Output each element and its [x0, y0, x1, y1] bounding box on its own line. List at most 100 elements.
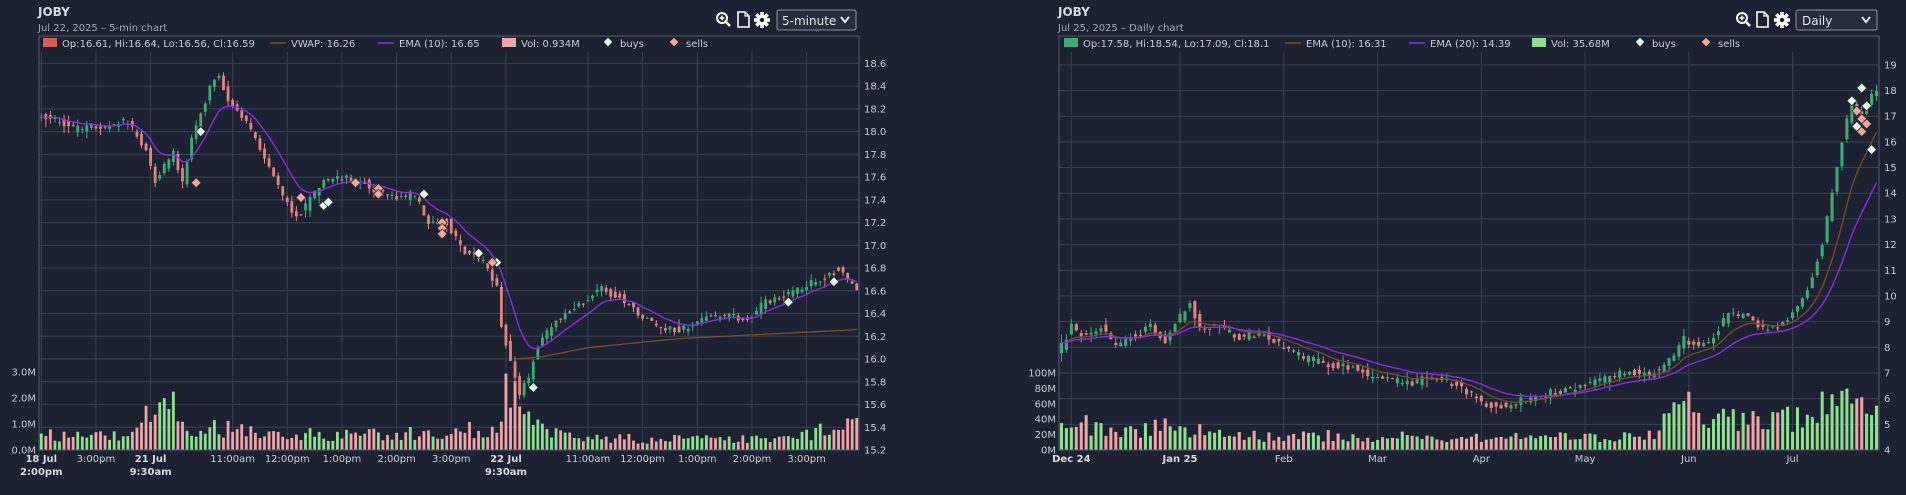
candle-body: [764, 299, 768, 309]
candle-body: [1464, 388, 1469, 395]
candle-body: [1208, 328, 1212, 330]
volume-bar: [317, 431, 321, 450]
y-tick-label: 18.0: [864, 127, 886, 138]
candle-body: [1188, 303, 1192, 309]
zoom-in-icon[interactable]: [1736, 12, 1751, 27]
volume-bar: [48, 429, 52, 450]
candle-body: [1257, 332, 1261, 336]
volume-bar: [1405, 435, 1409, 450]
candle-body: [267, 158, 271, 167]
volume-bar: [1257, 439, 1261, 450]
candle-body: [1692, 341, 1696, 345]
candle-body: [1069, 323, 1073, 335]
x-tick-label: May: [1575, 454, 1596, 465]
volume-bar: [1222, 436, 1227, 450]
volume-bar: [1148, 435, 1152, 450]
candle-body: [837, 267, 840, 271]
volume-bar: [1692, 412, 1696, 450]
volume-bar: [1786, 406, 1790, 450]
y-tick-label: 16.0: [864, 355, 886, 366]
candle-body: [263, 148, 266, 159]
candle-body: [294, 211, 298, 217]
interval-select[interactable]: Daily: [1795, 9, 1878, 31]
volume-bar: [304, 433, 307, 450]
volume-bar: [1203, 435, 1207, 450]
candle-body: [1548, 389, 1553, 398]
legend-buys-swatch: [1635, 37, 1645, 47]
document-icon[interactable]: [1756, 11, 1769, 28]
chart-subtitle: Jul 22, 2025 – 5-min chart: [37, 23, 167, 34]
legend-vwap: VWAP: 16.26: [291, 39, 355, 50]
gear-icon[interactable]: [754, 12, 770, 28]
volume-bar: [1381, 437, 1385, 450]
zoom-in-icon[interactable]: [716, 12, 731, 27]
candle-body: [1509, 405, 1513, 409]
volume-bar: [723, 440, 727, 450]
candle-body: [563, 312, 567, 320]
candle-body: [1410, 381, 1414, 386]
candle-body: [1173, 324, 1177, 332]
interval-select[interactable]: 5-minute: [776, 9, 857, 31]
volume-bar: [290, 437, 294, 450]
candle-body: [540, 337, 544, 346]
volume-bar: [764, 438, 768, 450]
volume-bar: [1415, 436, 1419, 450]
volume-bar: [249, 426, 253, 450]
volume-bar: [846, 418, 850, 450]
gear-icon[interactable]: [1774, 12, 1790, 28]
candle-body: [1776, 327, 1780, 329]
candle-body: [1504, 402, 1508, 407]
candle-body: [732, 313, 736, 316]
volume-bar: [1756, 416, 1760, 450]
volume-bar: [1563, 433, 1567, 450]
candle-body: [645, 317, 649, 319]
volume-bar: [1292, 433, 1296, 450]
volume-bar: [354, 432, 358, 450]
candle-body: [1252, 336, 1256, 338]
candle-body: [1682, 336, 1686, 349]
candle-body: [855, 283, 859, 291]
candle-body: [832, 273, 836, 276]
volume-bar: [1079, 422, 1083, 450]
candle-body: [627, 304, 631, 306]
candle-body: [1687, 340, 1691, 345]
sell-marker: [372, 182, 384, 194]
volume-bar: [436, 438, 440, 450]
candle-body: [468, 251, 471, 254]
volume-bar: [1218, 429, 1222, 450]
candle-body: [67, 120, 71, 127]
volume-bar: [1124, 427, 1128, 450]
candle-body: [1282, 347, 1286, 349]
volume-bar: [1326, 430, 1330, 450]
buy-marker: [195, 126, 207, 138]
candle-body: [1405, 380, 1409, 385]
candle-body: [1781, 321, 1785, 327]
candle-body: [604, 287, 608, 292]
volume-bar: [231, 431, 235, 450]
buy-marker: [473, 247, 485, 259]
x-tick-label: 18 Jul: [25, 454, 57, 465]
volume-bar: [673, 434, 676, 450]
y-tick-label: 15.2: [864, 446, 886, 457]
volume-bar: [1776, 412, 1780, 450]
candle-body: [1297, 351, 1301, 356]
document-icon[interactable]: [737, 11, 750, 28]
volume-bar: [686, 438, 690, 450]
volume-bar: [850, 419, 854, 450]
volume-bar: [613, 438, 617, 450]
candle-body: [1716, 331, 1720, 336]
candle-body: [203, 103, 207, 112]
candle-body: [1613, 376, 1617, 378]
buy-marker: [418, 188, 430, 200]
legend: Op:17.58, Hi:18.54, Lo:17.09, Cl:18.1 EM…: [1064, 37, 1740, 50]
candle-body: [1800, 298, 1804, 307]
candle-body: [313, 190, 317, 199]
candle-body: [618, 293, 622, 298]
volume-bar: [1138, 437, 1143, 450]
volume-bar: [1504, 438, 1508, 450]
candle-body: [1064, 339, 1068, 350]
buy-marker: [1861, 100, 1873, 112]
volume-bar: [126, 436, 130, 450]
candle-body: [399, 195, 403, 197]
volume-bar: [395, 432, 399, 450]
